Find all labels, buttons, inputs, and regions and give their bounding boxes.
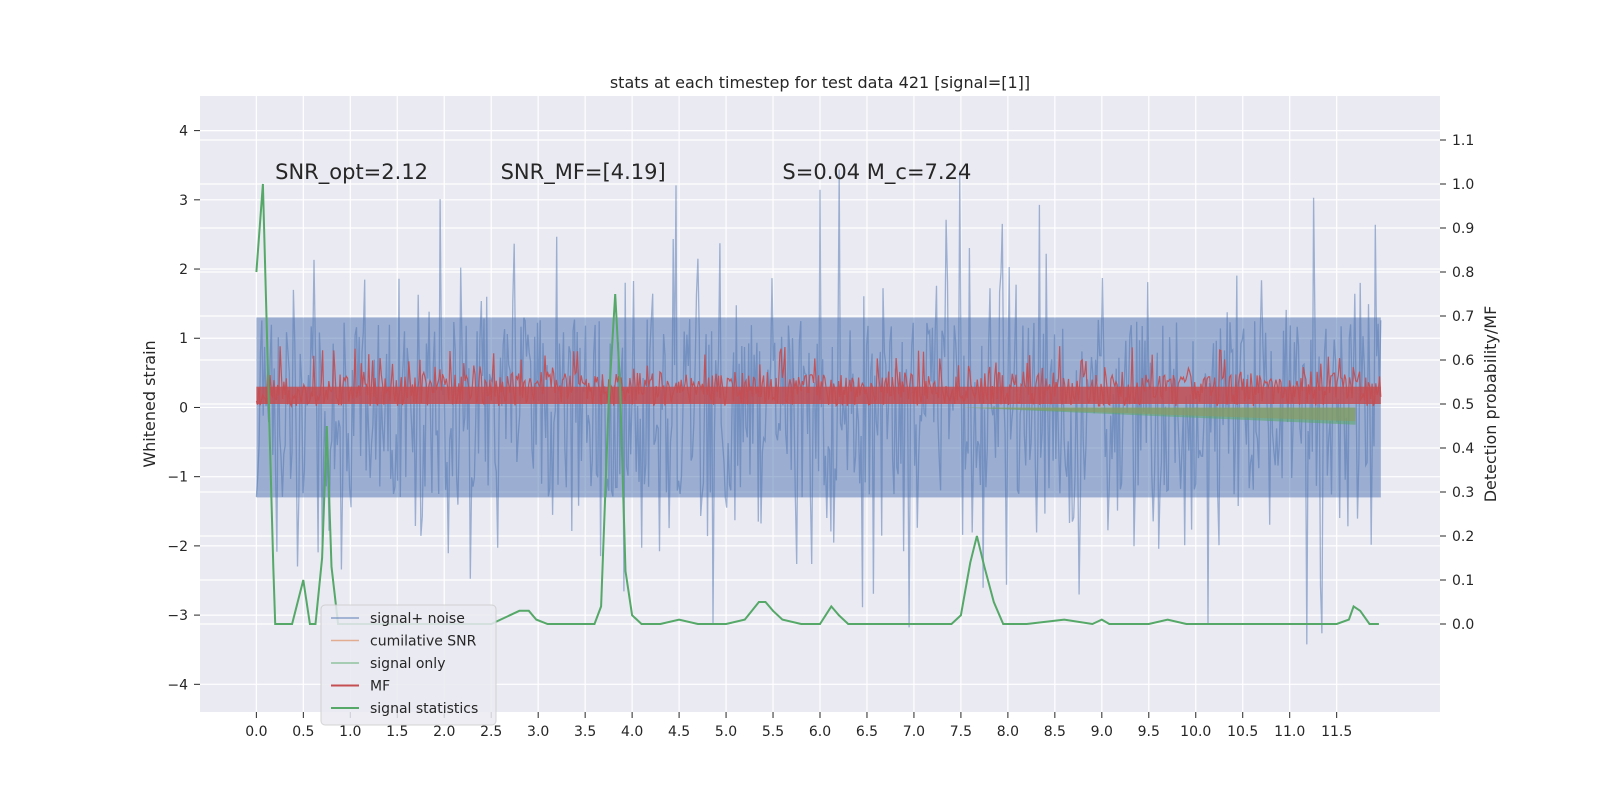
x-tick-label: 3.0 [527, 724, 549, 740]
mf-core [256, 386, 1381, 404]
y-right-tick-label: 0.1 [1452, 573, 1474, 589]
x-tick-label: 5.0 [715, 724, 737, 740]
x-tick-label: 6.5 [856, 724, 878, 740]
y-tick-label: 4 [179, 124, 188, 140]
x-tick-label: 10.0 [1180, 724, 1211, 740]
annotation-0: SNR_opt=2.12 [275, 160, 428, 185]
y-axis-label: Whitened strain [140, 340, 159, 467]
y-right-tick-label: 0.9 [1452, 221, 1474, 237]
y-tick-label: −1 [167, 470, 188, 486]
x-tick-label: 5.5 [762, 724, 784, 740]
y-right-tick-label: 0.7 [1452, 309, 1474, 325]
y-tick-label: 0 [179, 400, 188, 416]
y-tick-label: −2 [167, 539, 188, 555]
y-right-tick-label: 0.0 [1452, 617, 1474, 633]
annotation-2: S=0.04 M_c=7.24 [782, 160, 971, 185]
x-tick-label: 4.0 [621, 724, 643, 740]
annotations: SNR_opt=2.12 SNR_MF=[4.19] S=0.04 M_c=7.24 [275, 160, 971, 185]
x-tick-label: 0.0 [245, 724, 267, 740]
x-tick-label: 8.5 [1044, 724, 1066, 740]
y-right-tick-label: 0.5 [1452, 397, 1474, 413]
y-right-tick-label: 0.8 [1452, 265, 1474, 281]
legend-entry: cumilative SNR [370, 634, 477, 650]
series-layer [255, 169, 1382, 645]
x-tick-label: 4.5 [668, 724, 690, 740]
legend-entry: signal+ noise [370, 611, 465, 627]
mf-line [255, 346, 1382, 409]
legend-entry: MF [370, 679, 390, 695]
left-axis: −4 −3 −2 −1 0 1 2 3 4 [167, 124, 200, 693]
legend: signal+ noise cumilative SNR signal only MF… [320, 604, 497, 726]
legend-entry: signal statistics [370, 701, 478, 717]
legend-box [320, 604, 497, 726]
y-tick-label: 3 [179, 193, 188, 209]
x-tick-label: 1.5 [386, 724, 408, 740]
y-right-tick-label: 0.6 [1452, 353, 1474, 369]
y-right-tick-label: 0.4 [1452, 441, 1474, 457]
x-tick-label: 9.0 [1091, 724, 1113, 740]
y-right-tick-label: 0.3 [1452, 485, 1474, 501]
y-tick-label: 1 [179, 331, 188, 347]
x-tick-label: 3.5 [574, 724, 596, 740]
x-tick-label: 11.5 [1321, 724, 1352, 740]
x-tick-label: 10.5 [1227, 724, 1258, 740]
y-right-tick-label: 1.1 [1452, 133, 1474, 149]
x-tick-label: 11.0 [1274, 724, 1305, 740]
y-tick-label: 2 [179, 262, 188, 278]
x-tick-label: 9.5 [1138, 724, 1160, 740]
y-tick-label: −4 [167, 677, 188, 693]
x-tick-label: 7.5 [950, 724, 972, 740]
x-tick-label: 0.5 [292, 724, 314, 740]
y-right-tick-label: 0.2 [1452, 529, 1474, 545]
signal-statistics-line [255, 183, 1379, 626]
chart-title: stats at each timestep for test data 421… [610, 73, 1030, 92]
signal-only-line [960, 407, 1356, 425]
legend-entry: signal only [370, 656, 445, 672]
y-tick-label: −3 [167, 608, 188, 624]
x-tick-label: 2.5 [480, 724, 502, 740]
x-tick-label: 6.0 [809, 724, 831, 740]
x-tick-label: 8.0 [997, 724, 1019, 740]
y-right-tick-label: 1.0 [1452, 177, 1474, 193]
x-tick-label: 1.0 [339, 724, 361, 740]
y-right-axis-label: Detection probability/MF [1481, 306, 1500, 503]
right-axis: 0.0 0.1 0.2 0.3 0.4 0.5 0.6 0.7 0.8 0.9 1.0 1.1 [1440, 133, 1474, 633]
annotation-1: SNR_MF=[4.19] [501, 160, 666, 185]
x-tick-label: 2.0 [433, 724, 455, 740]
x-tick-label: 7.0 [903, 724, 925, 740]
bottom-axis: 0.0 0.5 1.0 1.5 2.0 2.5 3.0 3.5 4.0 4.5 5.0 5.5 6.0 6… [245, 712, 1352, 740]
